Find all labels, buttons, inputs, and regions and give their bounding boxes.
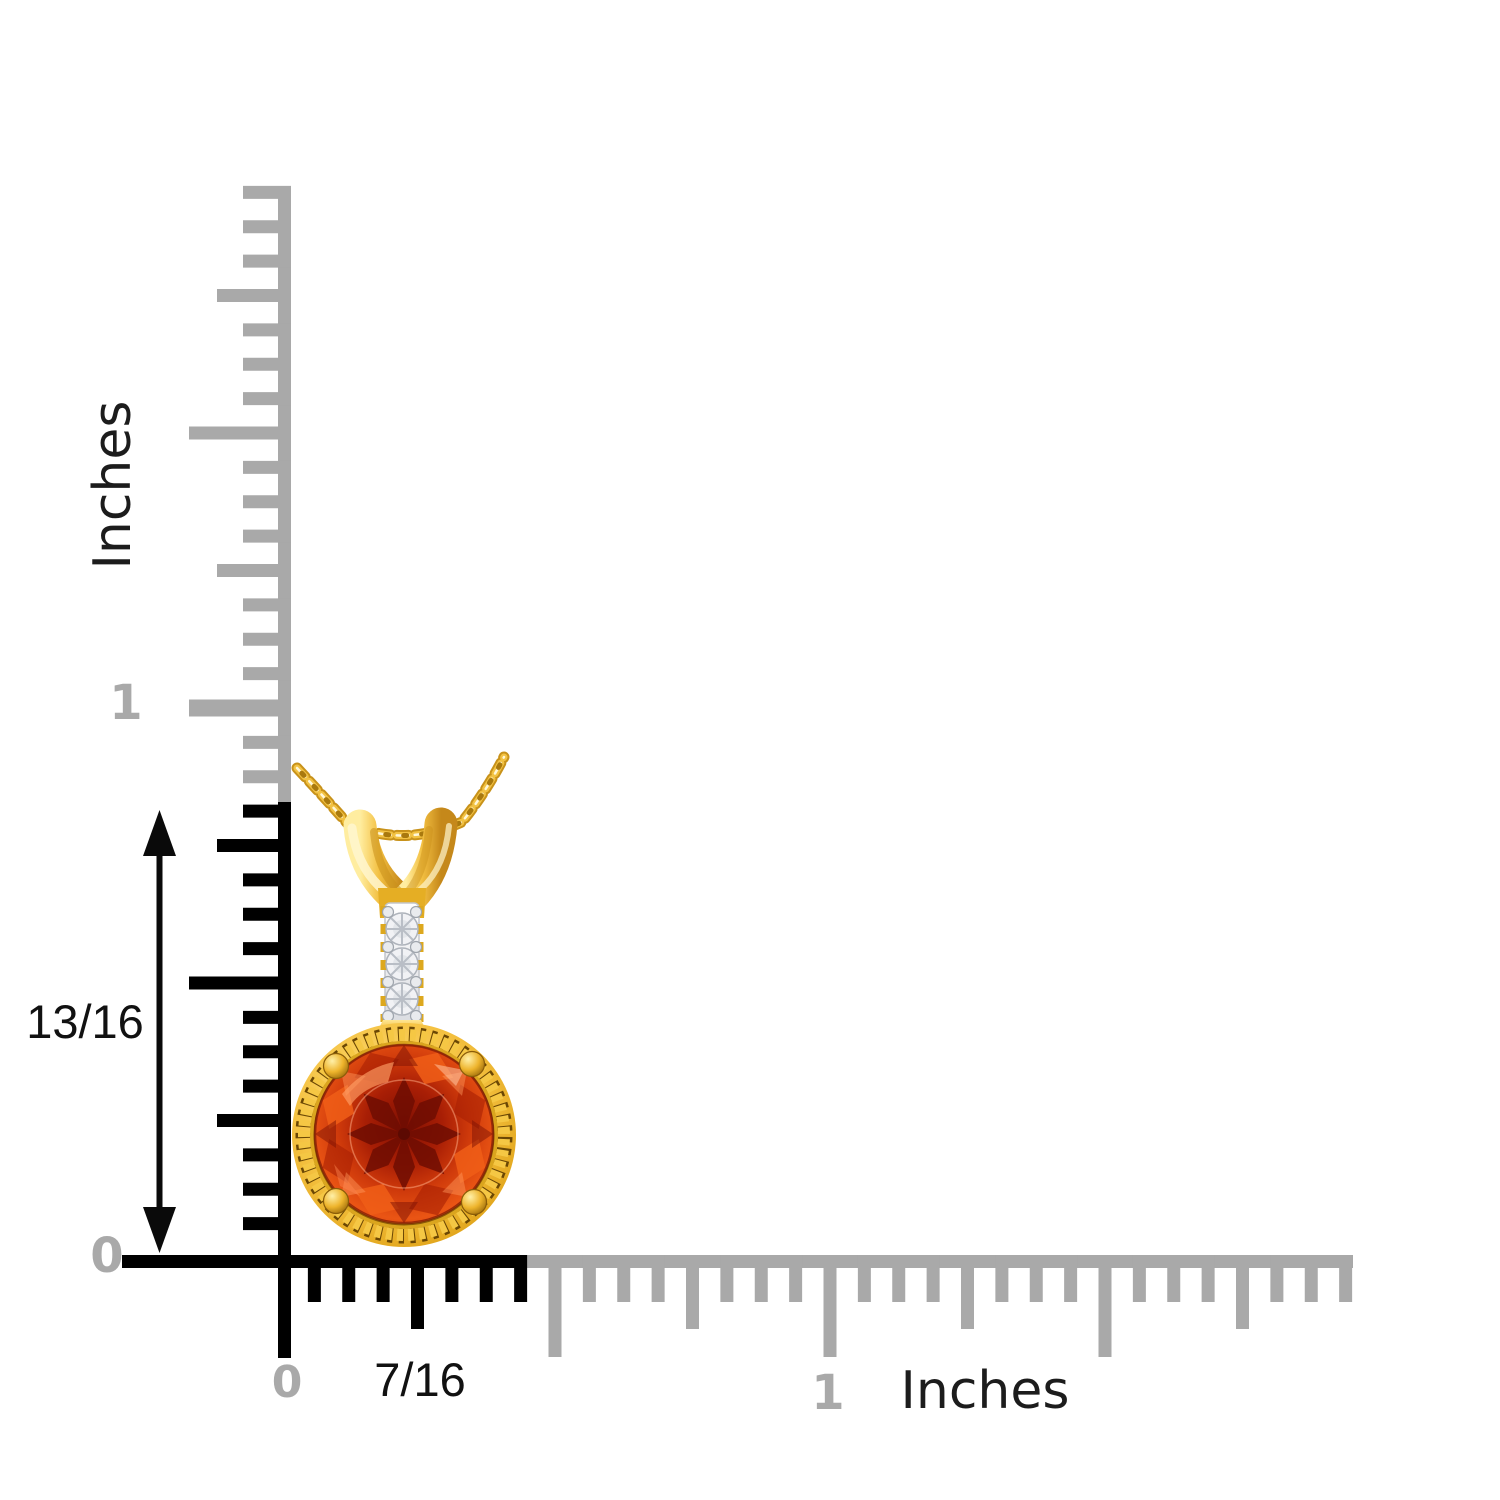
ruler-corner-spur <box>278 1255 291 1358</box>
ruler-tick <box>243 357 291 371</box>
ruler-tick <box>243 460 291 474</box>
ruler-tick <box>857 1255 871 1302</box>
ruler-tick <box>243 667 291 681</box>
ruler-tick <box>376 1255 390 1302</box>
vertical-ruler-unit-label: Inches <box>83 401 143 570</box>
ruler-tick <box>445 1255 459 1302</box>
ruler-tick <box>789 1255 803 1302</box>
ruler-tick <box>243 1182 291 1196</box>
ruler-tick <box>243 495 291 509</box>
ruler-tick <box>961 1255 974 1329</box>
vertical-ruler <box>189 185 291 1358</box>
ruler-tick <box>243 632 291 646</box>
ruler-tick <box>243 942 291 956</box>
ruler-tick <box>1132 1255 1146 1302</box>
ruler-tick <box>342 1255 356 1302</box>
ruler-tick <box>582 1255 596 1302</box>
ruler-tick <box>243 907 291 921</box>
height-value-label: 13/16 <box>26 995 144 1048</box>
ruler-tick <box>514 1255 528 1302</box>
down-arrowhead-icon <box>143 1207 176 1253</box>
up-arrowhead-icon <box>143 810 176 856</box>
horizontal-ruler-baseline-highlighted <box>122 1255 524 1268</box>
ruler-tick <box>217 839 291 852</box>
necklace-chain <box>291 751 510 841</box>
ruler-tick <box>1098 1255 1112 1357</box>
diamond-accent-bar <box>371 888 433 1044</box>
ruler-tick <box>720 1255 734 1302</box>
vertical-ruler-zero-label: 0 <box>90 1228 123 1284</box>
ruler-tick <box>1339 1255 1353 1302</box>
height-dimension-arrow <box>143 810 176 1253</box>
ruler-tick <box>892 1255 906 1302</box>
ruler-tick <box>823 1255 837 1357</box>
ruler-tick <box>243 529 291 543</box>
vertical-ruler-one-label: 1 <box>109 675 142 731</box>
ruler-tick <box>243 1148 291 1162</box>
ruler-tick <box>243 254 291 268</box>
ruler-tick <box>189 699 291 717</box>
ruler-tick <box>243 1217 291 1231</box>
ruler-tick <box>1270 1255 1284 1302</box>
ruler-tick <box>243 873 291 887</box>
horizontal-ruler <box>122 1255 1353 1358</box>
pendant-photo <box>291 751 516 1247</box>
ruler-tick <box>243 1079 291 1093</box>
horizontal-ruler-zero-label: 0 <box>272 1357 303 1408</box>
ruler-tick <box>1201 1255 1215 1302</box>
ruler-tick <box>479 1255 493 1302</box>
ruler-tick <box>651 1255 665 1302</box>
ruler-tick <box>411 1255 424 1329</box>
ruler-tick <box>243 770 291 784</box>
ruler-tick <box>1029 1255 1043 1302</box>
ruler-tick <box>1236 1255 1249 1329</box>
ruler-tick <box>243 185 291 199</box>
horizontal-ruler-unit-label: Inches <box>901 1361 1070 1421</box>
ruler-tick <box>243 323 291 337</box>
ruler-tick <box>217 289 291 302</box>
ruler-tick <box>217 1114 291 1127</box>
arrow-shaft <box>156 832 163 1232</box>
gemstone <box>313 1043 495 1225</box>
ruler-tick <box>217 564 291 577</box>
ruler-tick <box>189 976 291 990</box>
horizontal-ruler-one-label: 1 <box>811 1365 844 1421</box>
ruler-tick <box>243 1010 291 1024</box>
ruler-tick <box>189 426 291 440</box>
ruler-tick <box>1064 1255 1078 1302</box>
ruler-tick <box>1167 1255 1181 1302</box>
ruler-tick <box>1304 1255 1318 1302</box>
ruler-tick <box>243 392 291 406</box>
ruler-tick <box>686 1255 699 1329</box>
ruler-tick <box>617 1255 631 1302</box>
ruler-tick <box>243 220 291 234</box>
ruler-tick <box>243 735 291 749</box>
ruler-tick <box>243 598 291 612</box>
ruler-tick <box>307 1255 321 1302</box>
ruler-tick <box>243 804 291 818</box>
width-value-label: 7/16 <box>374 1353 465 1406</box>
ruler-tick <box>243 1045 291 1059</box>
ruler-tick <box>995 1255 1009 1302</box>
diamond-stones <box>381 905 423 1023</box>
prong-beads <box>322 1050 488 1216</box>
ruler-tick <box>548 1255 562 1357</box>
ruler-tick <box>926 1255 940 1302</box>
ruler-tick <box>754 1255 768 1302</box>
